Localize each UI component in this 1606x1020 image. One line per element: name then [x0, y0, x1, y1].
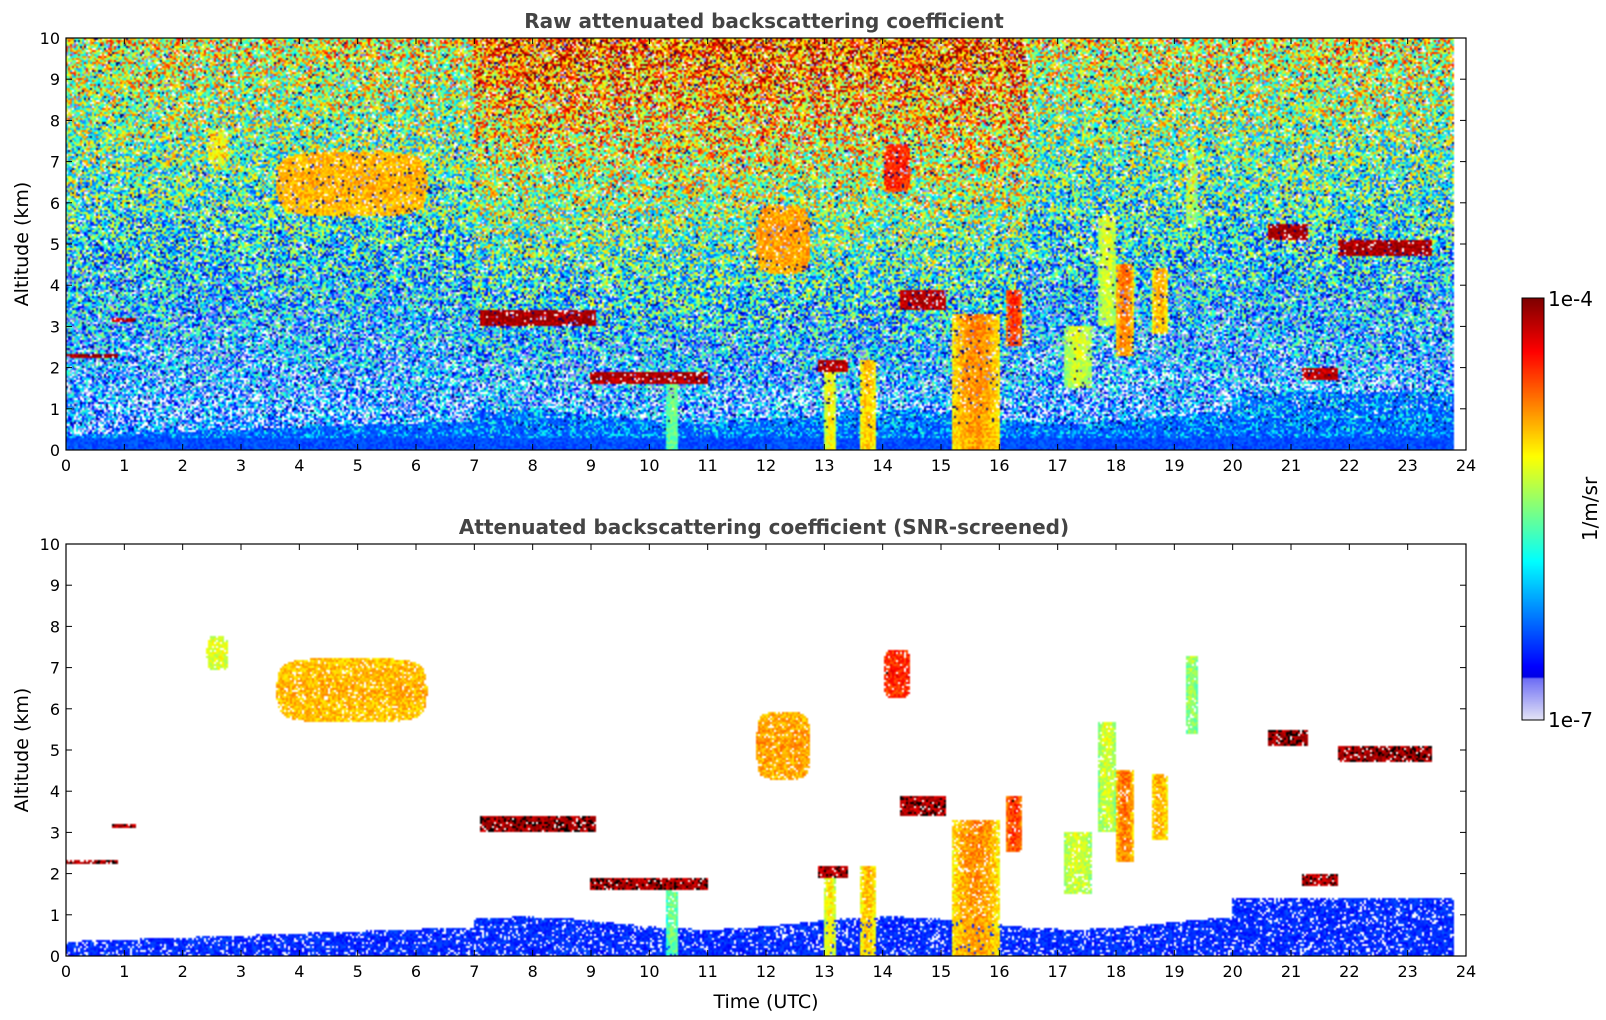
- y-tick-label: 6: [50, 194, 60, 213]
- screened-panel-ticks: 0 1 2 3 4 5 6 7 8 9 10 11 12 13 14 15 16 17 18 19 20 21 22 23 24…: [40, 535, 1477, 981]
- x-tick-label: 4: [294, 962, 304, 981]
- x-tick-label: 12: [756, 962, 776, 981]
- x-tick-label: 13: [814, 456, 834, 475]
- y-tick-label: 1: [50, 906, 60, 925]
- x-tick-label: 24: [1456, 962, 1476, 981]
- colorbar-max-label: 1e-4: [1548, 287, 1593, 311]
- y-tick-label: 9: [50, 70, 60, 89]
- x-tick-label: 12: [756, 456, 776, 475]
- x-tick-label: 6: [411, 456, 421, 475]
- x-tick-label: 17: [1047, 456, 1067, 475]
- raw-panel-ylabel: Altitude (km): [11, 182, 33, 307]
- colorbar-frame: [1521, 297, 1545, 721]
- screened-panel-ylabel: Altitude (km): [11, 688, 33, 813]
- x-tick-label: 21: [1281, 962, 1301, 981]
- y-tick-label: 5: [50, 235, 60, 254]
- x-tick-label: 15: [931, 962, 951, 981]
- raw-panel-ticks: 0 1 2 3 4 5 6 7 8 9 10 11 12 13 14 15 16 17 18 19 20 21 22 23 24…: [40, 29, 1477, 475]
- colorbar: 1e-4 1e-7 1/m/sr: [1521, 287, 1602, 732]
- x-tick-label: 11: [697, 456, 717, 475]
- y-tick-label: 6: [50, 700, 60, 719]
- y-tick-label: 2: [50, 359, 60, 378]
- x-tick-label: 20: [1222, 456, 1242, 475]
- y-tick-label: 10: [40, 535, 60, 554]
- x-tick-label: 16: [989, 962, 1009, 981]
- x-tick-label: 14: [872, 962, 892, 981]
- x-tick-label: 13: [814, 962, 834, 981]
- x-tick-label: 20: [1222, 962, 1242, 981]
- colorbar-gradient: [1522, 298, 1544, 720]
- x-tick-label: 7: [469, 456, 479, 475]
- x-tick-label: 2: [178, 962, 188, 981]
- x-tick-label: 1: [119, 456, 129, 475]
- y-tick-label: 4: [50, 276, 60, 295]
- x-tick-label: 8: [528, 962, 538, 981]
- y-tick-label: 5: [50, 741, 60, 760]
- x-tick-label: 5: [353, 456, 363, 475]
- y-tick-label: 4: [50, 782, 60, 801]
- y-tick-label: 0: [50, 947, 60, 966]
- x-tick-label: 5: [353, 962, 363, 981]
- x-tick-label: 3: [236, 456, 246, 475]
- y-tick-label: 3: [50, 317, 60, 336]
- x-tick-label: 10: [639, 456, 659, 475]
- x-tick-label: 9: [586, 962, 596, 981]
- screened-backscatter-panel: Attenuated backscattering coefficient (S…: [11, 515, 1476, 1013]
- x-tick-label: 6: [411, 962, 421, 981]
- screened-backscatter-heatmap: [66, 544, 1466, 956]
- x-tick-label: 14: [872, 456, 892, 475]
- y-tick-label: 1: [50, 400, 60, 419]
- colorbar-min-label: 1e-7: [1548, 708, 1593, 732]
- y-tick-label: 10: [40, 29, 60, 48]
- raw-backscatter-heatmap: [66, 38, 1466, 450]
- x-tick-label: 7: [469, 962, 479, 981]
- raw-panel-title: Raw attenuated backscattering coefficien…: [524, 9, 1004, 33]
- x-tick-label: 16: [989, 456, 1009, 475]
- y-tick-label: 8: [50, 111, 60, 130]
- x-tick-label: 10: [639, 962, 659, 981]
- x-tick-label: 22: [1339, 456, 1359, 475]
- x-tick-label: 23: [1397, 456, 1417, 475]
- x-tick-label: 2: [178, 456, 188, 475]
- x-tick-label: 19: [1164, 456, 1184, 475]
- x-tick-label: 15: [931, 456, 951, 475]
- x-tick-label: 21: [1281, 456, 1301, 475]
- x-tick-label: 18: [1106, 456, 1126, 475]
- x-tick-label: 24: [1456, 456, 1476, 475]
- x-tick-label: 9: [586, 456, 596, 475]
- x-tick-label: 1: [119, 962, 129, 981]
- y-tick-label: 7: [50, 659, 60, 678]
- x-tick-label: 11: [697, 962, 717, 981]
- x-tick-label: 19: [1164, 962, 1184, 981]
- x-tick-label: 4: [294, 456, 304, 475]
- x-tick-label: 3: [236, 962, 246, 981]
- x-tick-label: 23: [1397, 962, 1417, 981]
- x-tick-label: 8: [528, 456, 538, 475]
- x-tick-label: 17: [1047, 962, 1067, 981]
- screened-panel-xlabel: Time (UTC): [712, 991, 818, 1013]
- x-tick-label: 0: [61, 456, 71, 475]
- colorbar-unit-label: 1/m/sr: [1578, 476, 1602, 541]
- y-tick-label: 9: [50, 576, 60, 595]
- y-tick-label: 3: [50, 823, 60, 842]
- x-tick-label: 22: [1339, 962, 1359, 981]
- y-tick-label: 0: [50, 441, 60, 460]
- x-tick-label: 0: [61, 962, 71, 981]
- raw-backscatter-panel: Raw attenuated backscattering coefficien…: [11, 9, 1476, 475]
- x-tick-label: 18: [1106, 962, 1126, 981]
- y-tick-label: 8: [50, 617, 60, 636]
- screened-panel-title: Attenuated backscattering coefficient (S…: [459, 515, 1069, 539]
- y-tick-label: 2: [50, 865, 60, 884]
- y-tick-label: 7: [50, 153, 60, 172]
